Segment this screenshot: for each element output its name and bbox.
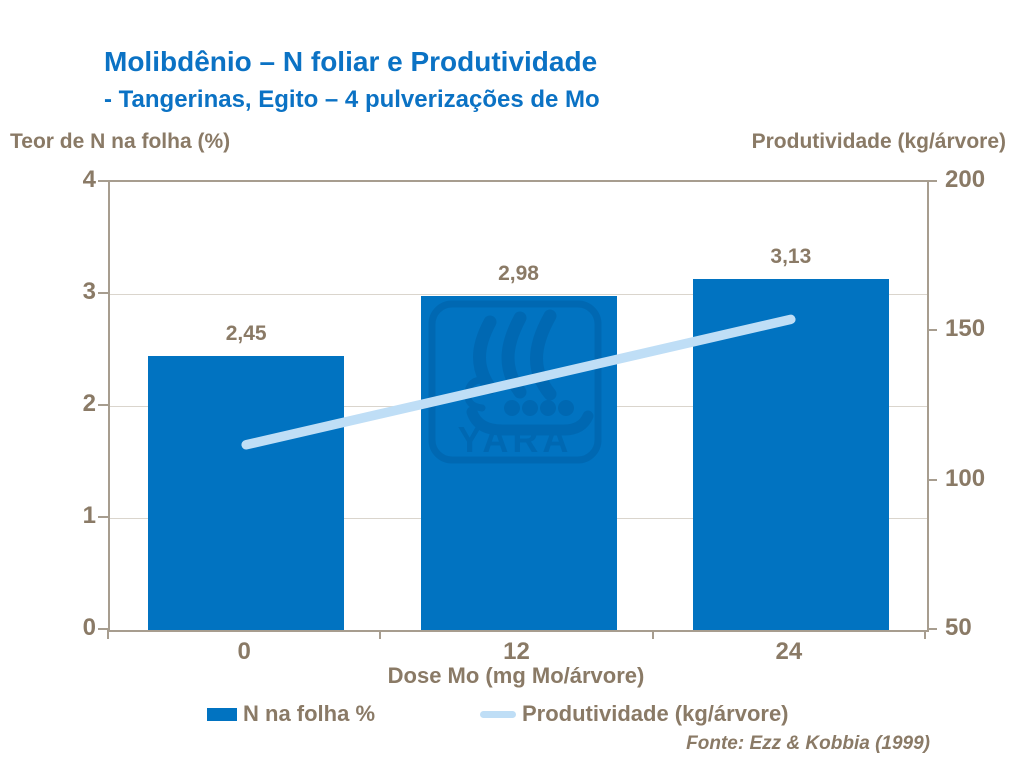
gridline — [110, 293, 927, 295]
left-axis-tick-label: 4 — [82, 166, 96, 193]
left-axis-tick — [98, 180, 108, 182]
left-axis-tick-label: 1 — [82, 502, 96, 529]
plot-area: YARA 2,45 2,98 3,13 — [108, 180, 929, 632]
left-axis-tick — [98, 404, 108, 406]
left-axis-tick-label: 2 — [82, 390, 96, 417]
legend-label: Produtividade (kg/árvore) — [522, 701, 789, 726]
bar-series-swatch — [207, 707, 237, 721]
right-axis-tick-label: 50 — [945, 614, 972, 641]
source-note: Fonte: Ezz & Kobbia (1999) — [686, 733, 930, 754]
chart-title: Molibdênio – N foliar e Produtividade — [104, 46, 598, 77]
bar-value-label: 2,45 — [225, 321, 267, 345]
right-axis-tick — [927, 180, 937, 182]
right-axis-tick — [927, 628, 937, 630]
right-axis-tick — [927, 478, 937, 481]
line-series-swatch — [480, 710, 516, 718]
legend-item-n-na-folha: N na folha % — [207, 701, 375, 727]
left-axis-title: Teor de N na folha (%) — [10, 130, 231, 153]
yara-logo-watermark: YARA — [428, 300, 602, 464]
x-axis-tick-label: 24 — [775, 638, 803, 665]
bar-12 — [420, 296, 617, 630]
left-axis-tick — [98, 292, 108, 294]
right-axis-tick-label: 100 — [945, 464, 986, 492]
x-axis-tick — [107, 630, 109, 639]
watermark-ship — [464, 376, 594, 436]
bar-value-label: 2,98 — [498, 262, 539, 286]
x-axis-title: Dose Mo (mg Mo/árvore) — [387, 663, 645, 688]
bar-0 — [148, 355, 345, 630]
left-axis-tick-label: 3 — [82, 278, 96, 305]
right-axis-tick-label: 200 — [945, 166, 986, 193]
x-axis-tick-label: 12 — [503, 638, 530, 665]
right-axis-tick — [927, 329, 937, 332]
x-axis-tick-label: 0 — [237, 638, 251, 665]
left-axis-tick-label: 0 — [82, 614, 96, 641]
x-axis-tick — [924, 630, 926, 639]
x-axis-tick — [379, 630, 382, 639]
x-axis-tick — [651, 630, 654, 639]
left-axis-tick — [98, 628, 108, 630]
legend-item-produtividade: Produtividade (kg/árvore) — [480, 701, 789, 727]
legend-label: N na folha % — [243, 701, 376, 726]
right-axis-tick-label: 150 — [945, 315, 986, 343]
productivity-line — [241, 314, 796, 450]
left-axis-tick — [98, 516, 108, 518]
chart-subtitle: - Tangerinas, Egito – 4 pulverizações de… — [104, 86, 600, 113]
right-axis-title: Produtividade (kg/árvore) — [751, 130, 1006, 153]
watermark-frame — [428, 300, 602, 464]
watermark-wordmark: YARA — [458, 419, 573, 460]
bar-value-label: 3,13 — [770, 245, 812, 269]
